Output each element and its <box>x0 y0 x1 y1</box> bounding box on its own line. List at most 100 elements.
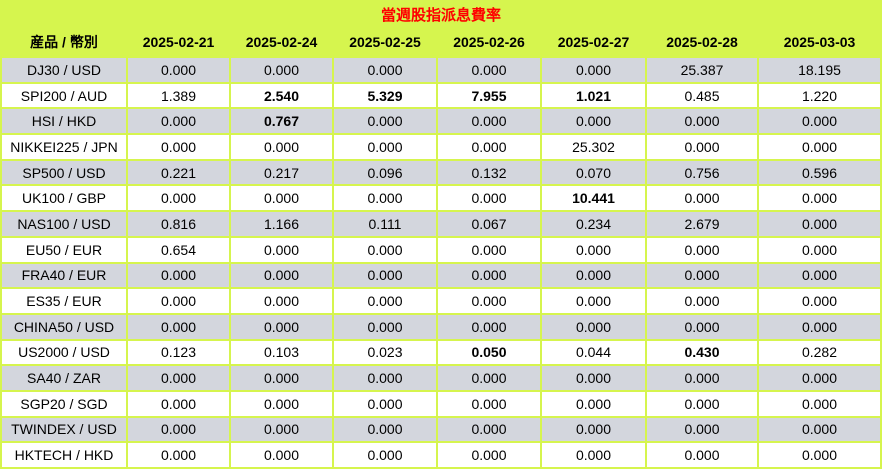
rate-cell: 0.000 <box>229 287 334 315</box>
rate-cell: 0.023 <box>332 338 438 367</box>
rate-cell: 0.000 <box>436 133 542 161</box>
rate-cell: 0.000 <box>645 287 759 315</box>
rate-cell: 1.389 <box>126 81 231 110</box>
rate-cell: 0.000 <box>436 56 542 84</box>
rate-cell: 0.000 <box>126 56 231 84</box>
table-row: UK100 / GBP 0.000 0.000 0.000 0.000 10.441 0.0… <box>0 184 882 213</box>
rate-cell: 0.000 <box>645 133 759 161</box>
rate-cell: 0.000 <box>540 415 647 444</box>
rate-cell: 0.000 <box>757 184 882 213</box>
rate-cell: 0.000 <box>436 389 542 418</box>
product-cell: FRA40 / EUR <box>0 261 128 290</box>
rate-cell: 0.000 <box>332 441 438 469</box>
rate-cell: 0.000 <box>229 133 334 161</box>
table-row: DJ30 / USD 0.000 0.000 0.000 0.000 0.000 25.38… <box>0 56 882 84</box>
rate-cell: 0.000 <box>645 389 759 418</box>
rate-cell: 0.044 <box>540 338 647 367</box>
rate-cell: 2.679 <box>645 210 759 238</box>
rate-cell: 0.000 <box>645 312 759 341</box>
rate-cell: 0.000 <box>540 312 647 341</box>
rate-cell: 0.000 <box>645 107 759 136</box>
rate-cell: 0.767 <box>229 107 334 136</box>
column-header-date: 2025-03-03 <box>757 26 882 58</box>
rate-cell: 0.000 <box>645 184 759 213</box>
table-row: SGP20 / SGD 0.000 0.000 0.000 0.000 0.000 0.00… <box>0 389 882 418</box>
rate-cell: 0.000 <box>436 312 542 341</box>
rate-cell: 0.000 <box>126 389 231 418</box>
rate-cell: 0.000 <box>436 107 542 136</box>
rate-cell: 0.000 <box>229 441 334 469</box>
rate-cell: 0.000 <box>436 261 542 290</box>
product-cell: US2000 / USD <box>0 338 128 367</box>
header-row: 産品 / 幣別 2025-02-21 2025-02-24 2025-02-25 20… <box>0 26 882 58</box>
product-cell: CHINA50 / USD <box>0 312 128 341</box>
rate-cell: 0.000 <box>332 235 438 264</box>
rate-cell: 0.234 <box>540 210 647 238</box>
rate-cell: 0.000 <box>126 312 231 341</box>
rate-cell: 5.329 <box>332 81 438 110</box>
product-cell: ES35 / EUR <box>0 287 128 315</box>
table-row: EU50 / EUR 0.654 0.000 0.000 0.000 0.000 0.000… <box>0 235 882 264</box>
rate-cell: 1.220 <box>757 81 882 110</box>
rate-cell: 0.000 <box>436 441 542 469</box>
rate-cell: 0.000 <box>126 261 231 290</box>
rate-cell: 0.000 <box>436 287 542 315</box>
table-row: HSI / HKD 0.000 0.767 0.000 0.000 0.000 0.000 0… <box>0 107 882 136</box>
rate-cell: 0.485 <box>645 81 759 110</box>
rate-cell: 0.000 <box>540 364 647 392</box>
rate-cell: 0.654 <box>126 235 231 264</box>
rate-cell: 0.000 <box>436 184 542 213</box>
product-cell: NAS100 / USD <box>0 210 128 238</box>
product-cell: SA40 / ZAR <box>0 364 128 392</box>
rate-cell: 0.096 <box>332 158 438 187</box>
rate-cell: 0.221 <box>126 158 231 187</box>
product-cell: SP500 / USD <box>0 158 128 187</box>
rate-cell: 0.000 <box>757 312 882 341</box>
rate-cell: 0.000 <box>540 441 647 469</box>
rate-cell: 0.000 <box>229 415 334 444</box>
page-title: 當週股指派息費率 <box>0 0 882 28</box>
table-row: US2000 / USD 0.123 0.103 0.023 0.050 0.044 0.4… <box>0 338 882 367</box>
rate-cell: 0.000 <box>757 441 882 469</box>
table-row: SP500 / USD 0.221 0.217 0.096 0.132 0.070 0.75… <box>0 158 882 187</box>
rate-cell: 0.000 <box>126 441 231 469</box>
rate-cell: 0.111 <box>332 210 438 238</box>
product-cell: TWINDEX / USD <box>0 415 128 444</box>
rate-cell: 0.000 <box>229 364 334 392</box>
rate-cell: 0.000 <box>332 364 438 392</box>
table-row: NAS100 / USD 0.816 1.166 0.111 0.067 0.234 2.6… <box>0 210 882 238</box>
rate-cell: 0.050 <box>436 338 542 367</box>
rate-cell: 10.441 <box>540 184 647 213</box>
rate-cell: 0.103 <box>229 338 334 367</box>
rate-cell: 0.000 <box>229 389 334 418</box>
rate-cell: 0.000 <box>540 235 647 264</box>
table-row: TWINDEX / USD 0.000 0.000 0.000 0.000 0.000 0.… <box>0 415 882 444</box>
table-row: SPI200 / AUD 1.389 2.540 5.329 7.955 1.021 0.4… <box>0 81 882 110</box>
rate-cell: 0.000 <box>540 56 647 84</box>
column-header-date: 2025-02-24 <box>229 26 334 58</box>
rate-cell: 0.756 <box>645 158 759 187</box>
rate-cell: 0.000 <box>645 415 759 444</box>
rate-cell: 0.000 <box>332 56 438 84</box>
rate-cell: 25.387 <box>645 56 759 84</box>
rate-cell: 2.540 <box>229 81 334 110</box>
product-cell: NIKKEI225 / JPN <box>0 133 128 161</box>
rate-cell: 0.000 <box>757 415 882 444</box>
table-row: SA40 / ZAR 0.000 0.000 0.000 0.000 0.000 0.000… <box>0 364 882 392</box>
rate-cell: 0.217 <box>229 158 334 187</box>
rate-cell: 0.000 <box>332 184 438 213</box>
table-row: CHINA50 / USD 0.000 0.000 0.000 0.000 0.000 0.… <box>0 312 882 341</box>
rate-cell: 0.430 <box>645 338 759 367</box>
rate-cell: 0.000 <box>757 261 882 290</box>
rate-cell: 0.000 <box>126 287 231 315</box>
column-header-product: 産品 / 幣別 <box>0 26 128 58</box>
column-header-date: 2025-02-27 <box>540 26 647 58</box>
rate-cell: 0.070 <box>540 158 647 187</box>
rate-cell: 0.000 <box>540 261 647 290</box>
rate-cell: 0.282 <box>757 338 882 367</box>
column-header-date: 2025-02-28 <box>645 26 759 58</box>
rate-cell: 0.000 <box>757 210 882 238</box>
rate-cell: 7.955 <box>436 81 542 110</box>
rate-cell: 0.067 <box>436 210 542 238</box>
rate-cell: 0.000 <box>229 184 334 213</box>
